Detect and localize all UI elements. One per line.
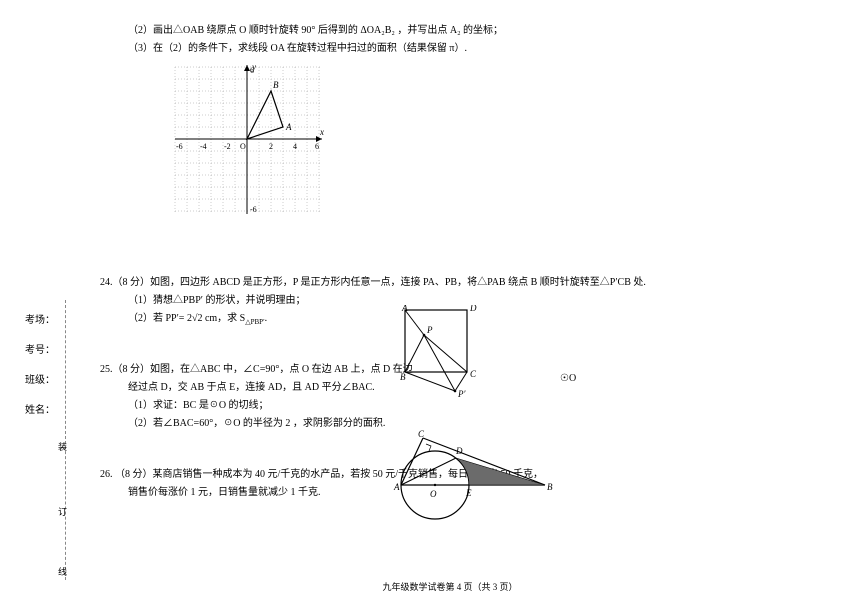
svg-text:B: B bbox=[547, 482, 553, 492]
q24-part2-sub: △PBP′ bbox=[245, 318, 264, 326]
q24-part2-end: . bbox=[265, 313, 268, 324]
binding-sidebar: 考场： 考号： 班级： 姓名： bbox=[25, 310, 55, 430]
svg-text:-4: -4 bbox=[200, 142, 207, 151]
svg-text:2: 2 bbox=[269, 142, 273, 151]
svg-text:x: x bbox=[319, 127, 324, 137]
svg-text:B: B bbox=[273, 80, 279, 90]
svg-text:y: y bbox=[251, 62, 256, 72]
label-exam-no: 考号： bbox=[25, 340, 55, 362]
page-content: （2）画出△OAB 绕原点 O 顺时针旋转 90° 后得到的 ΔOA₂B₂ ，并… bbox=[60, 0, 840, 597]
q25-part2: （2）若∠BAC=60°，☉O 的半径为 2 ，求阴影部分的面积. bbox=[100, 416, 800, 431]
q24-figure: A D B C P P′ ☉O bbox=[400, 305, 550, 408]
q24-sqrt: √2 bbox=[192, 313, 203, 324]
svg-text:D: D bbox=[455, 446, 463, 456]
svg-text:E: E bbox=[465, 488, 472, 498]
svg-text:P: P bbox=[426, 325, 433, 335]
q24-part2-post: cm，求 S bbox=[202, 313, 245, 324]
label-exam-room: 考场： bbox=[25, 310, 55, 332]
svg-text:A: A bbox=[285, 122, 292, 132]
q24-part2-pre: （2）若 PP′= 2 bbox=[128, 313, 192, 324]
svg-text:C: C bbox=[418, 430, 425, 439]
q24-circle-o: ☉O bbox=[560, 373, 576, 384]
q24-stem: 24.（8 分）如图，四边形 ABCD 是正方形，P 是正方形内任意一点，连接 … bbox=[100, 275, 800, 290]
svg-text:C: C bbox=[470, 369, 477, 379]
q23-grid-figure: -6 -4 -2 O 2 4 6 6 -6 x y A B bbox=[170, 62, 800, 220]
svg-text:A: A bbox=[393, 482, 400, 492]
svg-text:O: O bbox=[430, 489, 437, 499]
label-name: 姓名： bbox=[25, 400, 55, 422]
q25-figure: A B C D E O bbox=[390, 430, 560, 528]
svg-text:-6: -6 bbox=[250, 205, 257, 214]
q23-part3: （3）在（2）的条件下，求线段 OA 在旋转过程中扫过的面积（结果保留 π）. bbox=[100, 41, 800, 56]
svg-text:D: D bbox=[469, 305, 477, 313]
page-footer: 九年级数学试卷第 4 页（共 3 页） bbox=[60, 580, 840, 593]
svg-text:6: 6 bbox=[315, 142, 319, 151]
svg-text:B: B bbox=[400, 372, 406, 382]
svg-text:4: 4 bbox=[293, 142, 297, 151]
origin-label: O bbox=[240, 142, 246, 151]
svg-text:P′: P′ bbox=[457, 389, 466, 399]
label-class: 班级： bbox=[25, 370, 55, 392]
q23-part2: （2）画出△OAB 绕原点 O 顺时针旋转 90° 后得到的 ΔOA₂B₂ ，并… bbox=[100, 23, 800, 38]
svg-text:-6: -6 bbox=[176, 142, 183, 151]
svg-text:-2: -2 bbox=[224, 142, 231, 151]
